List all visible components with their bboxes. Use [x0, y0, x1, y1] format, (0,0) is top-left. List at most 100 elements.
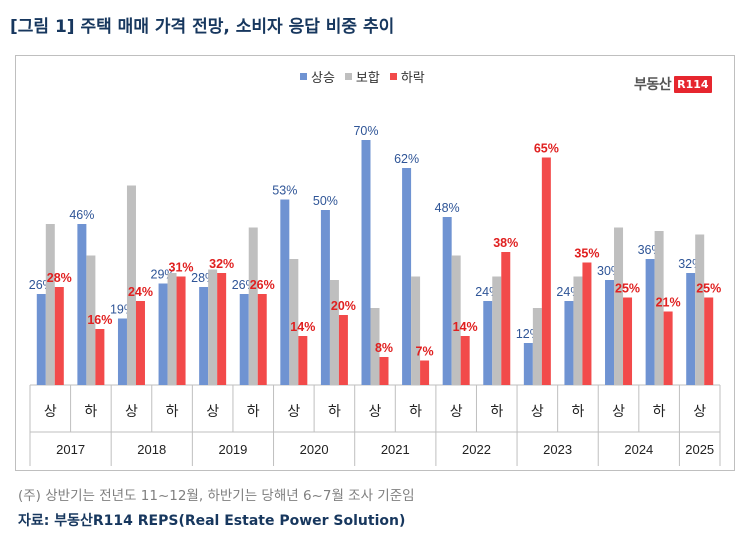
data-label-up: 50% [313, 194, 338, 208]
data-label-down: 28% [47, 271, 72, 285]
legend-label-down: 하락 [400, 71, 425, 86]
bar-flat [573, 276, 583, 385]
bar-down [338, 315, 348, 385]
bar-flat [370, 308, 380, 385]
category-label: 하 [166, 404, 179, 420]
bar-flat [451, 255, 461, 385]
bar-flat [329, 280, 339, 385]
category-label: 하 [571, 404, 584, 420]
bar-up [77, 224, 87, 385]
bar-up [686, 273, 696, 385]
logo-word: 부동산 [634, 77, 672, 93]
bar-down [54, 287, 64, 385]
bar-flat [86, 255, 96, 385]
category-label: 상 [693, 404, 706, 420]
category-label: 상 [450, 404, 463, 420]
year-label: 2023 [543, 442, 572, 457]
category-label: 상 [125, 404, 138, 420]
bar-down [541, 157, 551, 385]
bar-up [36, 294, 46, 385]
data-label-down: 26% [250, 278, 275, 292]
data-label-up: 48% [435, 201, 460, 215]
data-label-down: 38% [493, 236, 518, 250]
bar-down [257, 294, 267, 385]
bar-up [523, 343, 533, 385]
legend-swatch-up [300, 73, 307, 80]
category-label: 상 [531, 404, 544, 420]
data-label-down: 24% [128, 285, 153, 299]
bar-flat [167, 273, 177, 385]
bar-down [623, 297, 633, 385]
data-label-up: 62% [394, 152, 419, 166]
data-label-down: 7% [416, 345, 434, 359]
bar-flat [208, 269, 218, 385]
data-label-down: 21% [656, 296, 681, 310]
bar-up [564, 301, 574, 385]
bar-flat [289, 259, 299, 385]
bar-down [217, 273, 227, 385]
bar-down [704, 297, 714, 385]
bar-flat [532, 308, 542, 385]
bar-down [582, 262, 592, 385]
bar-up [645, 259, 655, 385]
category-label: 하 [653, 404, 666, 420]
bar-up [483, 301, 493, 385]
footnote: (주) 상반기는 전년도 11~12월, 하반기는 당해년 6~7월 조사 기준… [18, 488, 415, 504]
data-label-up: 46% [69, 208, 94, 222]
data-label-down: 65% [534, 142, 559, 156]
figure-title: [그림 1] 주택 매매 가격 전망, 소비자 응답 비중 추이 [10, 17, 395, 37]
bar-down [298, 336, 308, 385]
data-label-down: 16% [87, 313, 112, 327]
bar-up [280, 199, 290, 385]
bar-flat [695, 234, 705, 385]
bar-flat [248, 227, 258, 385]
bar-down [176, 276, 186, 385]
year-label: 2017 [56, 442, 85, 457]
category-label: 상 [287, 404, 300, 420]
bar-up [320, 210, 330, 385]
bar-flat [614, 227, 624, 385]
category-label: 하 [490, 404, 503, 420]
bar-up [239, 294, 249, 385]
logo-box: R114 [674, 75, 712, 93]
source-line: 자료: 부동산R114 REPS(Real Estate Power Solut… [18, 513, 406, 529]
category-label: 하 [409, 404, 422, 420]
category-label: 하 [84, 404, 97, 420]
bar-down [501, 252, 511, 385]
bar-down [135, 301, 145, 385]
bar-down [663, 311, 673, 385]
legend-label-up: 상승 [311, 71, 335, 86]
category-label: 상 [44, 404, 57, 420]
legend-swatch-down [389, 73, 397, 80]
year-label: 2025 [685, 442, 714, 457]
category-label: 하 [328, 404, 341, 420]
bar-flat [411, 276, 421, 385]
data-label-down: 25% [696, 282, 721, 296]
data-label-down: 25% [615, 282, 640, 296]
category-label: 상 [612, 404, 625, 420]
legend-item-flat: 보합 [344, 67, 380, 86]
bar-down [379, 357, 389, 385]
data-label-down: 32% [209, 257, 234, 271]
bar-up [402, 168, 412, 385]
year-label: 2024 [624, 442, 653, 457]
year-label: 2021 [381, 442, 410, 457]
year-label: 2020 [300, 442, 329, 457]
year-label: 2018 [137, 442, 166, 457]
category-label: 상 [369, 404, 382, 420]
legend-item-up: 상승 [300, 67, 335, 86]
data-label-up: 70% [353, 124, 378, 138]
category-label: 하 [247, 404, 260, 420]
year-label: 2022 [462, 442, 491, 457]
data-label-down: 8% [375, 341, 393, 355]
bar-flat [492, 276, 502, 385]
bar-flat [45, 224, 55, 385]
bar-up [117, 318, 127, 385]
brand-logo: 부동산 R114 [634, 74, 712, 94]
data-label-down: 35% [574, 247, 599, 261]
bar-down [420, 360, 430, 385]
bar-flat [126, 185, 136, 385]
data-label-down: 20% [331, 299, 356, 313]
bar-up [361, 140, 371, 385]
